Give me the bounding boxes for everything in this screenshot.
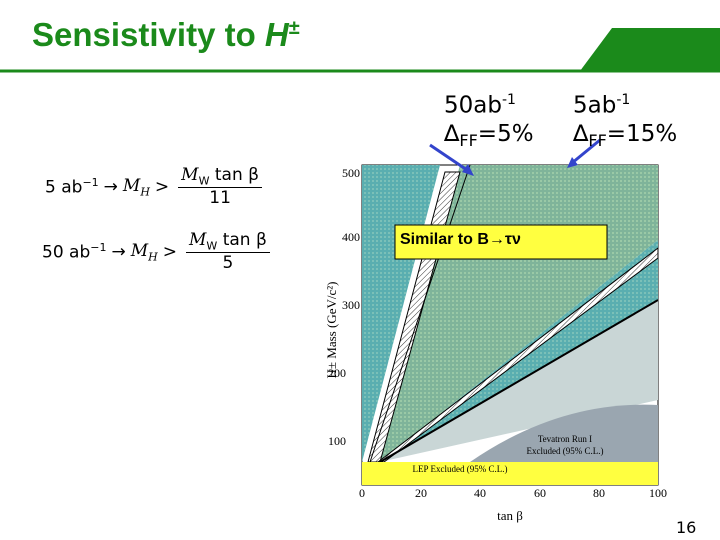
num-rest: tan β <box>217 230 267 250</box>
delta: ∆ <box>444 120 460 147</box>
x-tick-label: 20 <box>415 486 427 500</box>
title-sup: ± <box>288 17 300 39</box>
lhs-sub: H <box>140 184 150 198</box>
y-tick-label: 500 <box>342 166 360 180</box>
lhs-sub: H <box>148 249 158 263</box>
x-tick-label: 60 <box>534 486 546 500</box>
op: > <box>154 176 170 197</box>
legend-text: Excluded (95% C.L.) <box>527 446 604 456</box>
lumi: 5ab <box>573 92 617 119</box>
lhs: M <box>122 175 141 196</box>
exp: -1 <box>616 92 631 108</box>
annotation: 50ab-1 ∆FF=5% <box>444 86 534 150</box>
lumi: 50ab <box>444 92 502 119</box>
delta: ∆ <box>573 120 589 147</box>
num: M <box>181 165 199 185</box>
num-sub: W <box>206 239 218 253</box>
y-tick-label: 300 <box>342 298 360 312</box>
x-tick-label: 0 <box>359 486 365 500</box>
x-tick-label: 100 <box>649 486 667 500</box>
y-tick-label: 100 <box>328 434 346 448</box>
equation: 5 ab−1 → MH > MW tan β 11 <box>45 165 262 208</box>
title-var: H <box>264 16 289 53</box>
lhs: M <box>130 240 149 261</box>
x-tick-label: 40 <box>474 486 486 500</box>
arrow: → <box>111 241 126 262</box>
num-sub: W <box>198 174 210 188</box>
lumi: 5 ab <box>45 177 83 198</box>
sub: FF <box>588 130 607 150</box>
lumi: 50 ab <box>42 242 91 263</box>
y-tick-label: 400 <box>342 230 360 244</box>
exp: -1 <box>501 92 516 108</box>
annotation: 5ab-1 ∆FF=15% <box>573 86 677 150</box>
legend-text: LEP Excluded (95% C.L.) <box>413 464 508 474</box>
callout: Similar to B→τν <box>400 231 521 248</box>
page-number: 16 <box>676 518 697 537</box>
x-tick-label: 80 <box>593 486 605 500</box>
title-text: Sensistivity to <box>32 16 265 53</box>
op: > <box>162 241 177 262</box>
den: 5 <box>222 253 234 274</box>
num-rest: tan β <box>209 165 259 185</box>
sub: FF <box>459 130 478 150</box>
exp: −1 <box>90 240 107 254</box>
den: 11 <box>209 188 231 209</box>
rest: =5% <box>477 120 534 147</box>
y-tick-label: 200 <box>328 366 346 380</box>
num: M <box>188 230 207 250</box>
arrow: → <box>103 176 118 197</box>
legend-text: Tevatron Run I <box>538 434 592 444</box>
rest: =15% <box>606 120 678 147</box>
title: Sensistivity to H± <box>32 16 300 54</box>
y-axis-label: H± Mass (GeV/c²) <box>324 282 339 379</box>
x-axis-label: tan β <box>497 508 523 523</box>
exp: −1 <box>82 175 99 189</box>
